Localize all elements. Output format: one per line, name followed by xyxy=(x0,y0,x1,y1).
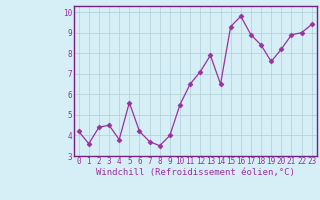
X-axis label: Windchill (Refroidissement éolien,°C): Windchill (Refroidissement éolien,°C) xyxy=(96,168,295,177)
